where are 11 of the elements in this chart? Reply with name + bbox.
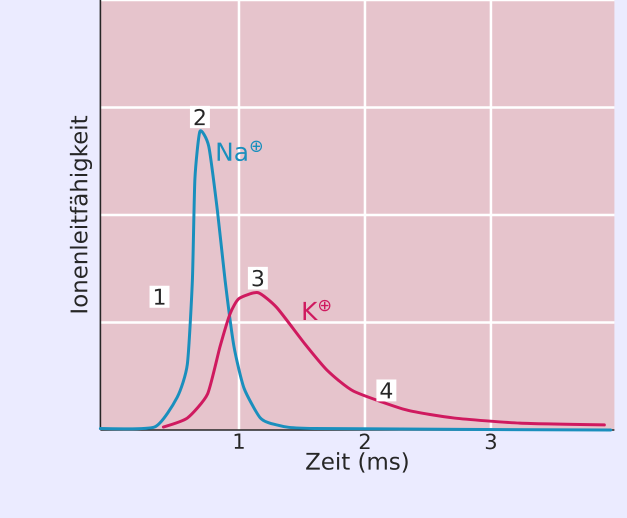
x-tick-label: 2 <box>360 434 370 450</box>
annotation: 2 <box>194 108 205 126</box>
x-tick-label: 1 <box>234 434 244 449</box>
y-axis-title: Ionenleitfähigkeit <box>70 116 92 312</box>
annotation: 1 <box>154 288 164 305</box>
x-tick-label: 3 <box>486 434 496 450</box>
annotation: 3 <box>252 270 264 286</box>
series-label: K$^{⊕}$ <box>304 300 330 320</box>
x-axis-title: Zeit (ms) <box>306 452 408 473</box>
series-label: Na$^{⊕}$ <box>218 140 262 162</box>
annotation: 4 <box>380 382 392 398</box>
